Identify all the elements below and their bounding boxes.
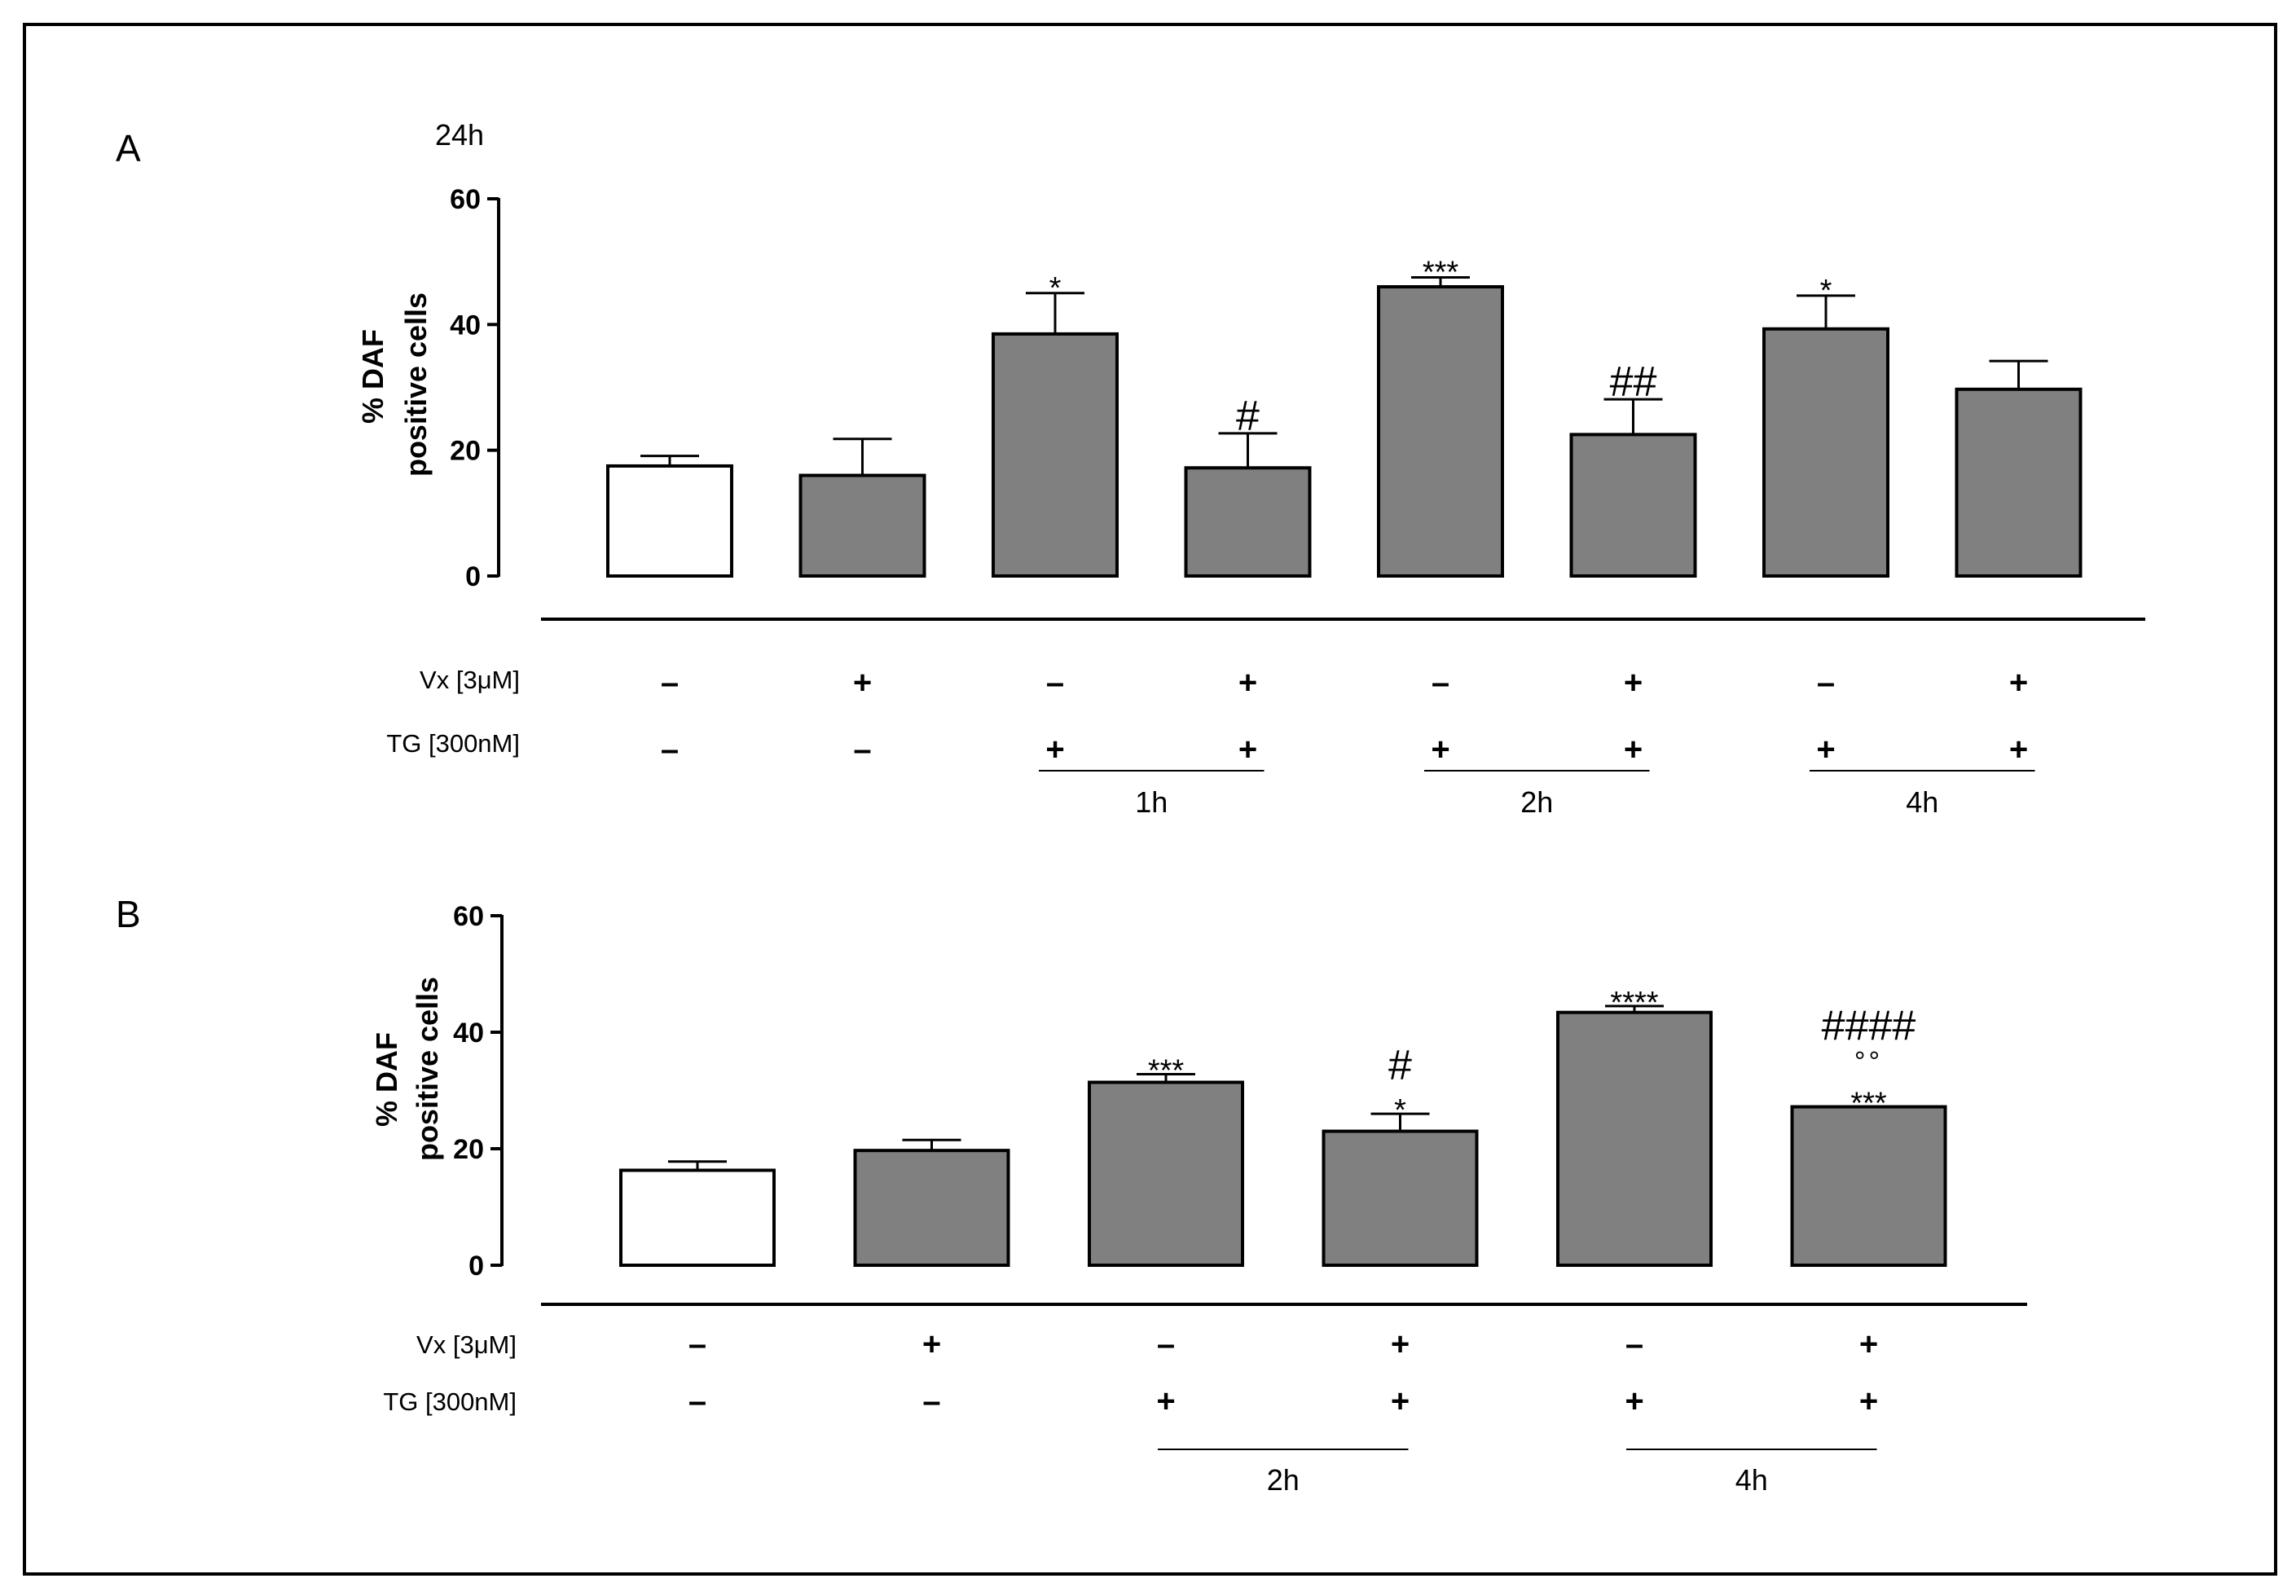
panel-a-condition-label: Vx [3μM]: [420, 666, 520, 694]
panel-a-y-tick-label: 0: [465, 561, 481, 592]
panel-a-condition-sign: +: [1431, 732, 1449, 767]
panel-b-significance-label: *: [1394, 1093, 1406, 1128]
panel-a-subtitle: 24h: [435, 118, 484, 152]
panel-a-condition-sign: +: [1238, 665, 1257, 701]
panel-a-bar: [1377, 285, 1504, 578]
panel-b-condition-sign: +: [1859, 1383, 1878, 1419]
panel-a-significance-label: *: [1820, 274, 1832, 308]
panel-a-bar: [1955, 387, 2083, 578]
figure-frame: [23, 23, 2277, 1576]
panel-b-significance-label: ####: [1822, 1003, 1916, 1050]
panel-a-y-tick-label: 60: [450, 184, 481, 215]
panel-a-significance-label: ***: [1423, 255, 1459, 289]
panel-b-bar: [1790, 1105, 1947, 1268]
panel-a-bar: [1762, 327, 1889, 578]
panel-b-letter: B: [116, 893, 141, 935]
panel-a-condition-sign: –: [1432, 665, 1449, 701]
panel-a-ylabel-line2: positive cells: [399, 292, 433, 477]
panel-b-bar: [619, 1168, 776, 1267]
panel-b-condition-label: TG [300nM]: [383, 1387, 517, 1416]
panel-a: A 24h % DAF positive cells 0 20 40 60 * # *** #…: [116, 118, 2145, 819]
panel-a-condition-sign: –: [661, 665, 679, 701]
panel-b-condition-sign: –: [688, 1383, 706, 1419]
panel-b-bar: [1556, 1010, 1713, 1267]
panel-a-y-tick-label: 40: [450, 310, 481, 341]
panel-a-condition-sign: +: [2009, 732, 2028, 767]
panel-a-time-group-label: 4h: [1906, 785, 1938, 819]
panel-b-y-tick-label: 60: [453, 901, 484, 932]
panel-b-condition-sign: –: [688, 1326, 706, 1362]
panel-b-y-tick-label: 40: [453, 1018, 484, 1049]
panel-b-significance-label: ****: [1610, 986, 1658, 1020]
panel-a-y-tick-label: 20: [450, 436, 481, 467]
panel-b-significance-label: °°: [1854, 1047, 1883, 1078]
panel-b-condition-sign: –: [922, 1383, 940, 1419]
panel-a-condition-sign: +: [2009, 665, 2028, 701]
panel-b-condition-sign: +: [922, 1326, 941, 1362]
panel-a-condition-sign: +: [853, 665, 872, 701]
panel-a-bar: [1569, 433, 1697, 578]
panel-a-condition-sign: –: [1046, 665, 1064, 701]
panel-b-condition-sign: +: [1391, 1383, 1410, 1419]
panel-a-condition-sign: +: [1624, 665, 1643, 701]
panel-b-condition-sign: +: [1391, 1326, 1410, 1362]
panel-a-bar: [798, 473, 926, 578]
panel-b-time-group-label: 4h: [1735, 1463, 1768, 1497]
panel-b-ylabel-line1: % DAF: [370, 1032, 403, 1127]
panel-a-significance-label: ##: [1610, 358, 1657, 406]
panel-a-bar: [1184, 466, 1312, 578]
panel-a-condition-sign: –: [661, 732, 679, 767]
panel-b-condition-sign: +: [1156, 1383, 1175, 1419]
panel-a-bar: [606, 464, 733, 578]
panel-a-time-group-label: 1h: [1135, 785, 1168, 819]
panel-a-condition-sign: –: [853, 732, 871, 767]
panel-a-ylabel-line1: % DAF: [356, 329, 389, 424]
panel-a-condition-label: TG [300nM]: [386, 729, 520, 758]
panel-a-condition-sign: +: [1816, 732, 1835, 767]
panel-a-significance-label: *: [1049, 271, 1062, 306]
panel-a-letter: A: [116, 127, 141, 169]
panel-a-bar: [992, 332, 1119, 578]
panel-b-y-tick-label: 0: [468, 1251, 484, 1282]
panel-b: B % DAF positive cells 0204060****#*****…: [116, 893, 2027, 1497]
panel-b-significance-label: #: [1388, 1042, 1412, 1089]
panel-b-condition-sign: –: [1157, 1326, 1175, 1362]
panel-a-condition-sign: –: [1817, 665, 1835, 701]
panel-b-significance-label: ***: [1148, 1053, 1185, 1088]
panel-b-condition-sign: +: [1859, 1326, 1878, 1362]
panel-b-bar: [1322, 1129, 1479, 1268]
panel-a-significance-label: #: [1236, 393, 1260, 440]
panel-b-time-group-label: 2h: [1267, 1463, 1300, 1497]
panel-b-significance-label: ***: [1850, 1087, 1887, 1121]
panel-a-time-group-label: 2h: [1520, 785, 1553, 819]
panel-a-condition-sign: +: [1045, 732, 1064, 767]
panel-b-condition-sign: +: [1625, 1383, 1643, 1419]
panel-a-condition-sign: +: [1624, 732, 1643, 767]
panel-b-condition-label: Vx [3μM]: [416, 1330, 517, 1359]
panel-b-y-tick-label: 20: [453, 1134, 484, 1165]
panel-b-bar: [1088, 1080, 1244, 1267]
panel-b-bar: [853, 1149, 1010, 1268]
panel-a-condition-sign: +: [1238, 732, 1257, 767]
panel-b-ylabel-line2: positive cells: [411, 977, 444, 1161]
panel-b-condition-sign: –: [1625, 1326, 1643, 1362]
